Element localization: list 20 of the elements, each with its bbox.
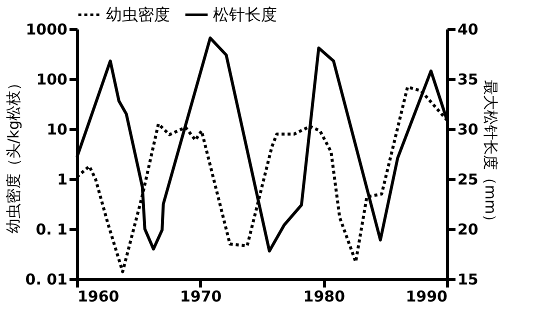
x-tick-label: 1990: [406, 288, 448, 306]
y-tick-label: 1000: [26, 20, 68, 38]
x-tick-label: 1980: [303, 288, 346, 306]
y2-tick-label: 40: [458, 20, 478, 38]
legend-label: 松针长度: [213, 4, 277, 24]
y-tick-label: 0. 01: [25, 270, 68, 288]
x-tick-label: 1960: [78, 288, 120, 306]
y2-tick-label: 20: [458, 220, 478, 238]
y2-tick-label: 30: [458, 120, 478, 138]
y-tick-label: 100: [36, 70, 68, 88]
y-axis-title: 幼虫密度（头/kg松枝）: [4, 75, 22, 234]
y2-tick-label: 25: [458, 170, 478, 188]
y-tick-label: 0. 1: [36, 220, 68, 238]
y-tick-label: 10: [46, 120, 68, 138]
y2-tick-label: 15: [458, 270, 478, 288]
x-tick-label: 1970: [180, 288, 222, 306]
y2-axis-title: 最大松针长度（mm）: [481, 80, 500, 230]
legend-label: 幼虫密度: [106, 4, 170, 24]
y-tick-label: 1: [57, 170, 68, 188]
y2-tick-label: 35: [458, 70, 478, 88]
